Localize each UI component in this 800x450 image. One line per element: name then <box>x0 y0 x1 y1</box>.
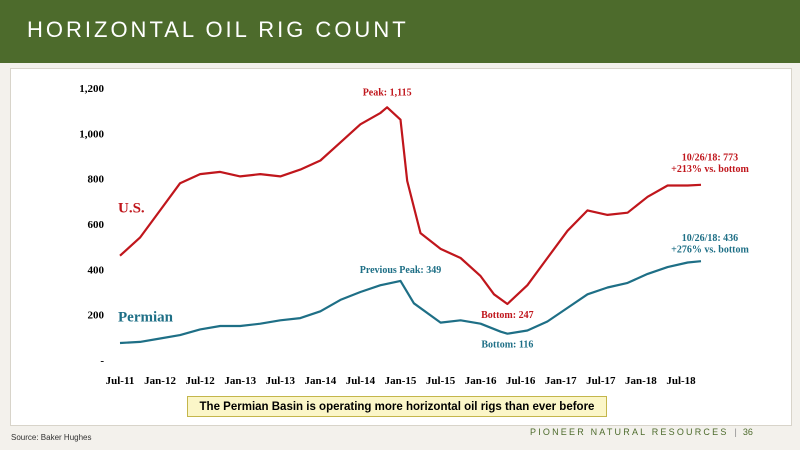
footer: PIONEER NATURAL RESOURCES | 36 <box>530 427 753 437</box>
slide-title: HORIZONTAL OIL RIG COUNT <box>27 17 409 42</box>
x-tick-label: Jul-15 <box>426 375 456 387</box>
x-tick-label: Jan-17 <box>545 375 577 387</box>
source-note: Source: Baker Hughes <box>11 433 92 442</box>
x-tick-label: Jan-16 <box>465 375 497 387</box>
annotation-label: +213% vs. bottom <box>671 164 749 175</box>
series-line-us <box>119 106 702 306</box>
x-tick-label: Jul-11 <box>106 375 135 387</box>
annotation-label: +276% vs. bottom <box>671 244 749 255</box>
x-tick-label: Jul-17 <box>586 375 616 387</box>
annotations: Peak: 1,115 Bottom: 247 10/26/18: 773+213%… <box>360 87 750 350</box>
x-tick-label: Jul-14 <box>346 375 376 387</box>
x-tick-label: Jan-12 <box>144 375 176 387</box>
x-tick-label: Jul-18 <box>666 375 696 387</box>
company-name: PIONEER NATURAL RESOURCES <box>530 427 729 437</box>
y-tick-label: 800 <box>88 174 105 186</box>
annotation-label: 10/26/18: 773 <box>682 153 738 164</box>
footer-separator: | <box>734 427 737 437</box>
x-tick-label: Jan-14 <box>304 375 336 387</box>
x-axis: Jul-11 Jan-12 Jul-12 Jan-13 Jul-13 Jan-14 Jul-… <box>106 375 697 387</box>
annotation-label: Bottom: 247 <box>481 310 534 321</box>
x-tick-label: Jan-13 <box>224 375 256 387</box>
series-label-permian: Permian <box>118 309 174 325</box>
callout-text: The Permian Basin is operating more hori… <box>199 400 595 413</box>
annotation-label: 10/26/18: 436 <box>682 233 738 244</box>
x-tick-label: Jul-13 <box>266 375 296 387</box>
y-tick-label: 1,200 <box>79 83 104 95</box>
series-lines <box>119 106 702 345</box>
x-tick-label: Jul-16 <box>506 375 536 387</box>
series-line-permian <box>119 260 702 345</box>
x-tick-label: Jan-15 <box>385 375 417 387</box>
callout-box: The Permian Basin is operating more hori… <box>187 396 607 417</box>
page-number: 36 <box>742 427 753 437</box>
y-tick-label: 200 <box>88 310 105 322</box>
slide-header: HORIZONTAL OIL RIG COUNT <box>0 0 800 63</box>
annotation-label: Bottom: 116 <box>481 340 533 351</box>
x-tick-label: Jan-18 <box>625 375 657 387</box>
y-tick-label: 600 <box>88 219 105 231</box>
annotation-label: Previous Peak: 349 <box>360 265 441 276</box>
x-tick-label: Jul-12 <box>185 375 215 387</box>
y-tick-label: 400 <box>88 264 105 276</box>
annotation-label: Peak: 1,115 <box>363 87 412 98</box>
y-tick-label: 1,000 <box>79 128 104 140</box>
y-tick-label: - <box>100 355 104 367</box>
series-labels: U.S. Permian <box>118 201 174 326</box>
y-axis: - 200 400 600 800 1,000 1,200 <box>79 83 104 367</box>
series-label-us: U.S. <box>118 201 145 217</box>
